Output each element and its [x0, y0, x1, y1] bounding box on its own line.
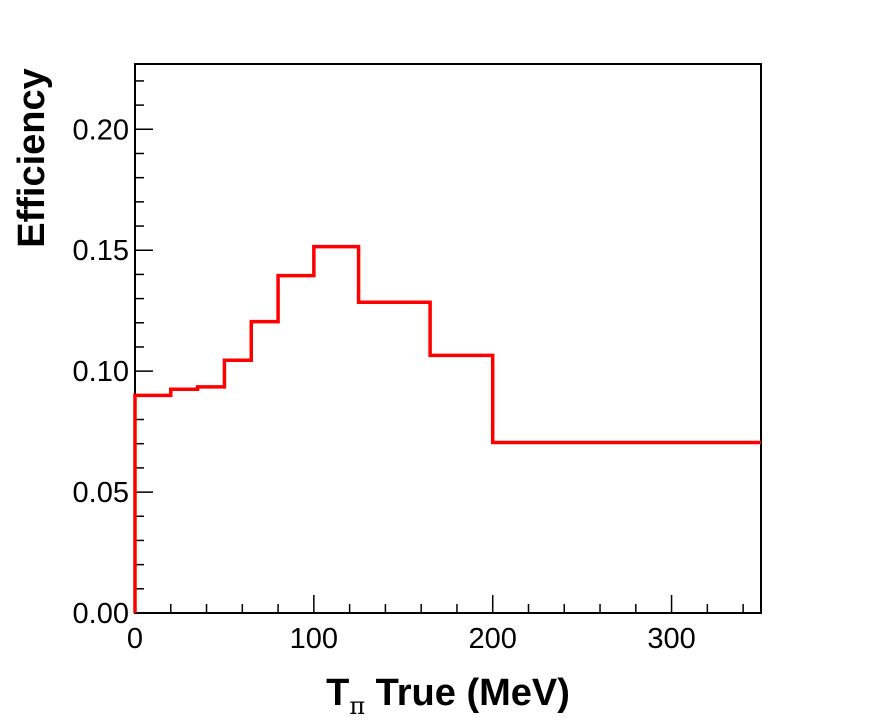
tick-labels: 0.00 0.05 0.10 0.15 0.20 0 100 200 300: [73, 114, 696, 655]
y-tick-label: 0.00: [73, 598, 129, 630]
y-tick-label: 0.05: [73, 477, 129, 509]
x-tick-label: 0: [127, 623, 143, 655]
y-tick-label: 0.10: [73, 356, 129, 388]
x-tick-label: 200: [469, 623, 517, 655]
x-axis-title: Tπ True (MeV): [326, 672, 570, 720]
plot-frame: [134, 63, 762, 614]
x-axis-title-subscript: π: [349, 692, 365, 720]
x-tick-label: 300: [647, 623, 695, 655]
y-axis-title: Efficiency: [11, 68, 53, 248]
axis-ticks: [134, 80, 744, 614]
y-tick-label: 0.20: [73, 114, 129, 146]
x-tick-label: 100: [290, 623, 338, 655]
x-axis-title-main: T: [326, 672, 349, 714]
efficiency-step-line: [133, 244, 761, 613]
x-axis-title-rest: True (MeV): [365, 672, 570, 714]
y-tick-label: 0.15: [73, 235, 129, 267]
